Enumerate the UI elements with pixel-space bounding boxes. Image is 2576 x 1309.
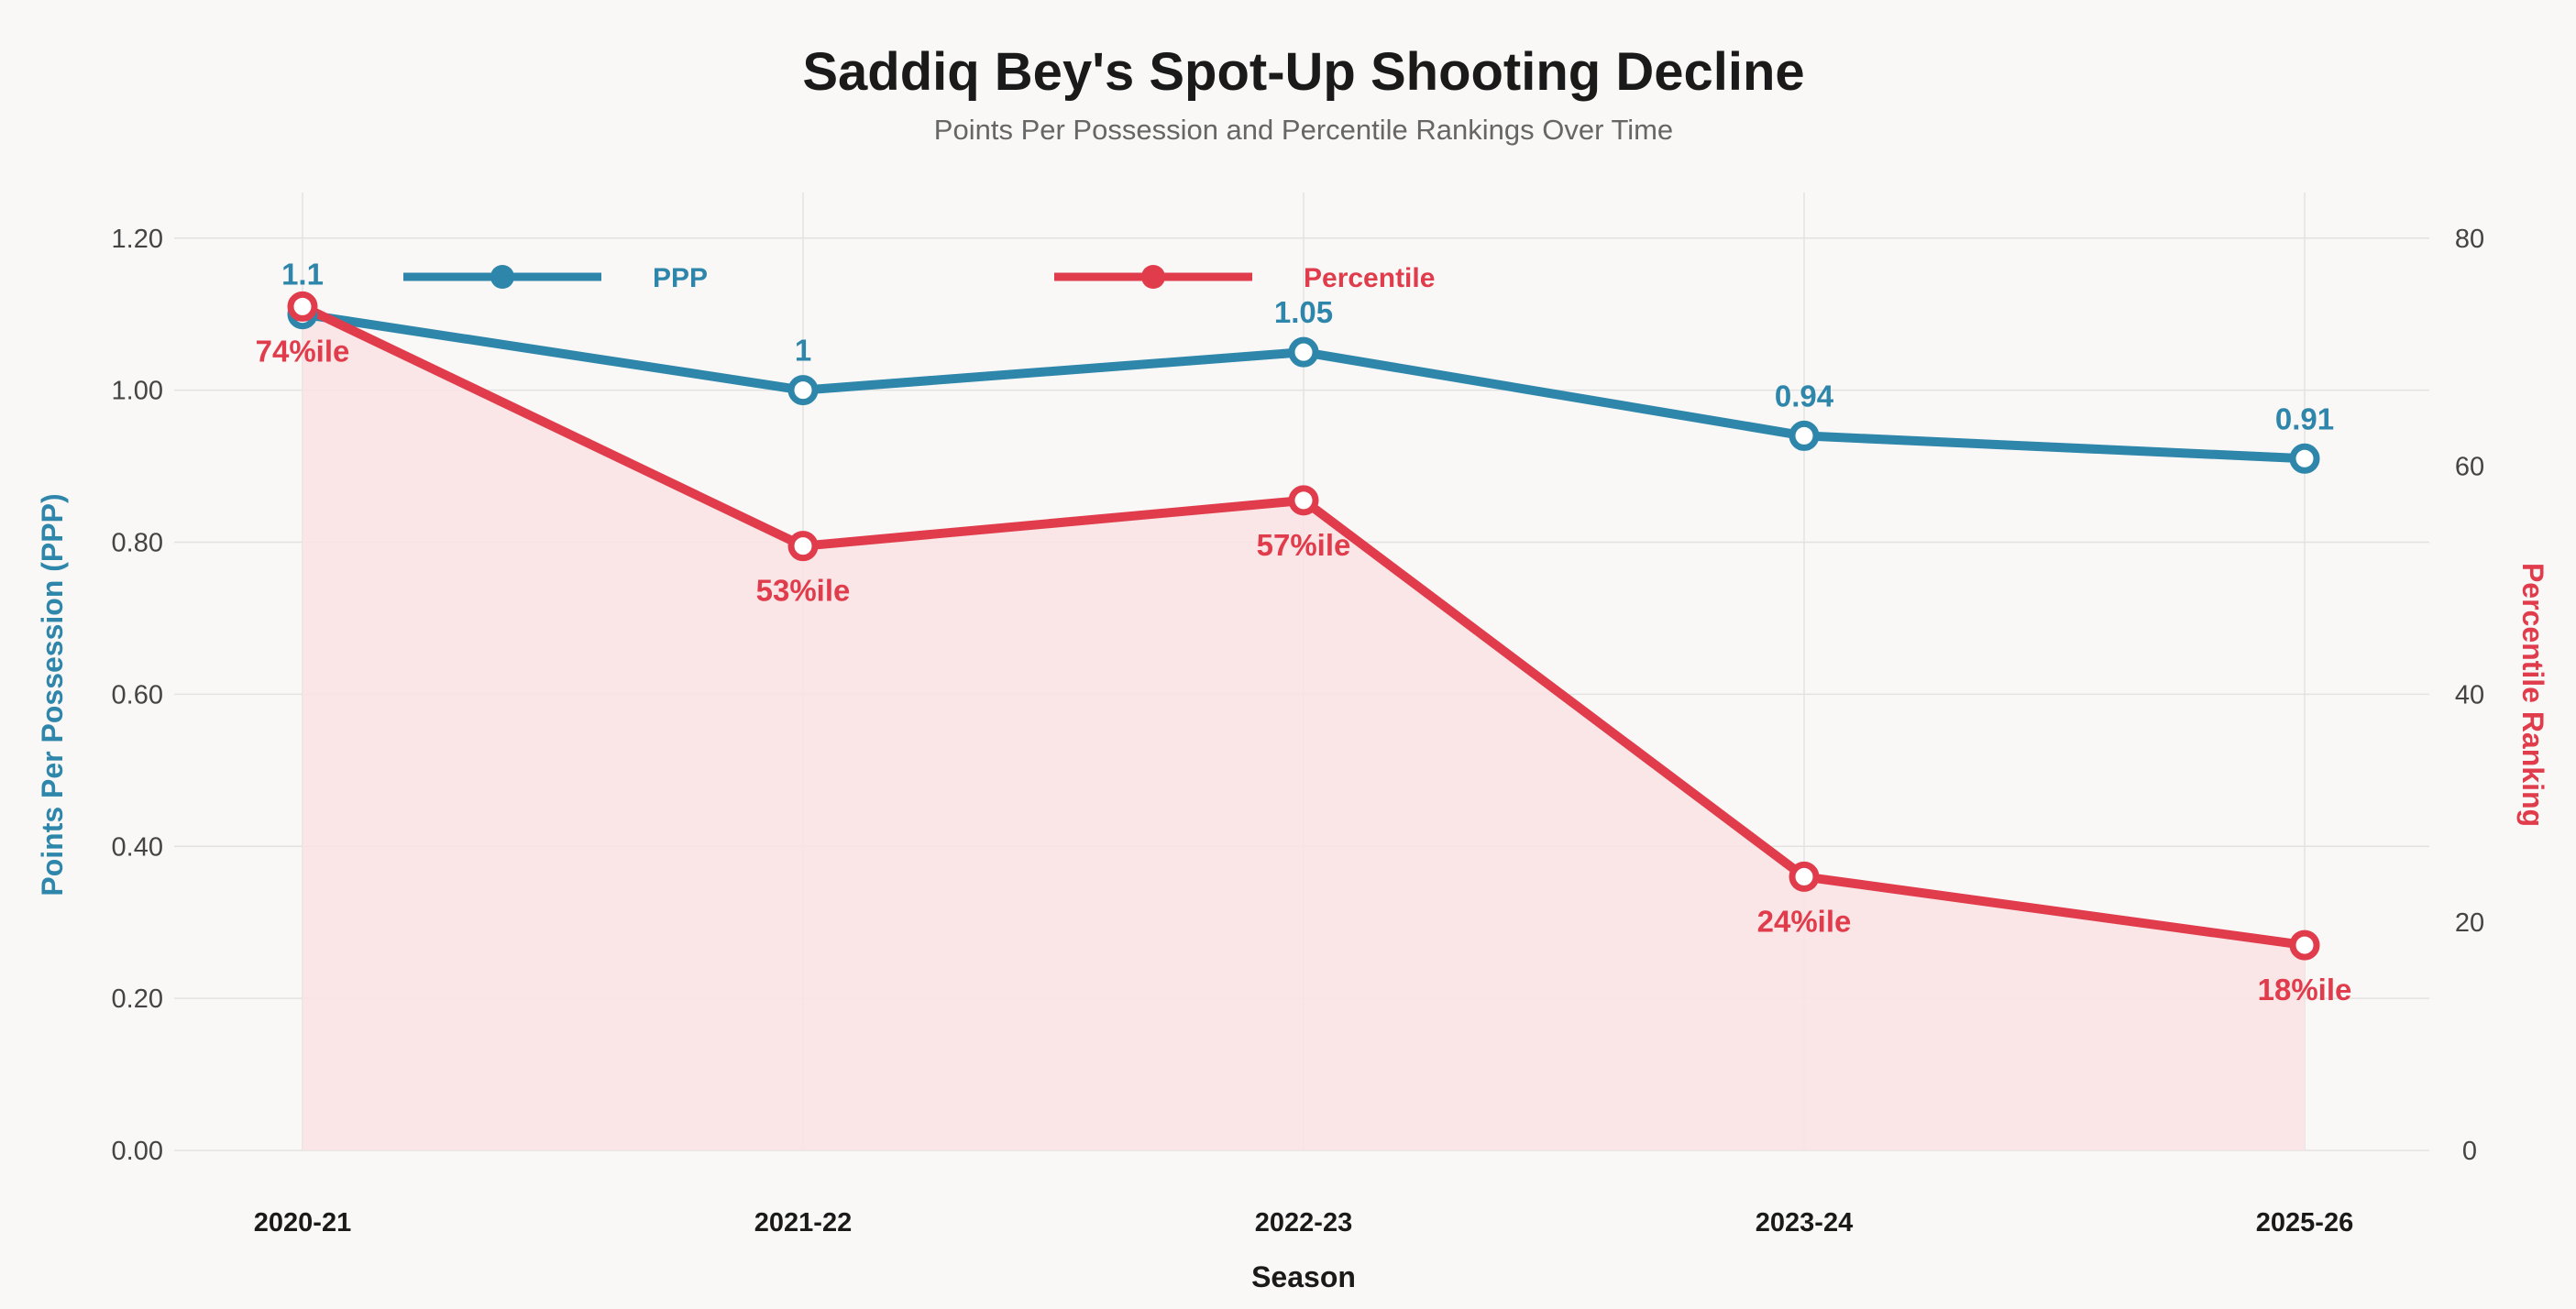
axes: 0.00 0.20 0.40 0.60 0.80 1.00 1.20 0 20 40 60 80 202… xyxy=(112,225,2485,1238)
series-markers xyxy=(287,291,2320,961)
percentile-data-label: 74%ile xyxy=(256,334,350,368)
ppp-data-label: 1.05 xyxy=(1274,295,1333,329)
percentile-area xyxy=(303,306,2305,1150)
y-tick-right: 60 xyxy=(2455,453,2484,482)
legend-percentile-label: Percentile xyxy=(1304,263,1435,293)
y-tick-left: 0.80 xyxy=(112,529,163,558)
y-tick-right: 80 xyxy=(2455,225,2484,254)
chart-subtitle: Points Per Possession and Percentile Ran… xyxy=(934,114,1673,146)
ppp-marker xyxy=(787,375,819,406)
y-tick-left: 0.60 xyxy=(112,680,163,710)
ppp-data-label: 0.91 xyxy=(2275,402,2334,435)
ppp-marker xyxy=(1288,336,1319,368)
data-labels: 1.1 1 1.05 0.94 0.91 74%ile 53%ile 57%ile 24%ile… xyxy=(256,258,2352,1006)
legend-percentile-marker xyxy=(1141,265,1165,289)
ppp-marker xyxy=(2289,443,2320,474)
percentile-data-label: 57%ile xyxy=(1257,528,1351,562)
percentile-marker xyxy=(287,291,318,322)
percentile-data-label: 24%ile xyxy=(1757,904,1852,938)
y-axis-title-right: Percentile Ranking xyxy=(2516,563,2549,827)
y-tick-left: 0.40 xyxy=(112,832,163,862)
chart-title: Saddiq Bey's Spot-Up Shooting Decline xyxy=(802,42,1804,102)
legend: PPP Percentile xyxy=(403,263,1435,293)
percentile-fill-area xyxy=(303,306,2305,1150)
y-axis-title-left: Points Per Possession (PPP) xyxy=(36,493,69,896)
ppp-data-label: 1.1 xyxy=(281,258,324,292)
percentile-data-label: 53%ile xyxy=(756,574,851,608)
x-tick-label: 2023-24 xyxy=(1756,1208,1853,1238)
x-tick-label: 2025-26 xyxy=(2256,1208,2353,1238)
y-tick-left: 1.20 xyxy=(112,225,163,254)
x-tick-label: 2020-21 xyxy=(254,1208,351,1238)
y-tick-right: 0 xyxy=(2462,1137,2477,1166)
ppp-data-label: 0.94 xyxy=(1775,379,1834,412)
legend-ppp-label: PPP xyxy=(653,263,708,293)
percentile-marker xyxy=(787,531,819,562)
legend-ppp-marker xyxy=(490,265,514,289)
y-tick-left: 0.00 xyxy=(112,1137,163,1166)
y-tick-right: 40 xyxy=(2455,680,2484,710)
percentile-marker xyxy=(1789,861,1820,892)
ppp-marker xyxy=(1789,420,1820,451)
y-tick-right: 20 xyxy=(2455,908,2484,938)
ppp-data-label: 1 xyxy=(795,334,811,368)
x-tick-label: 2022-23 xyxy=(1255,1208,1352,1238)
x-tick-label: 2021-22 xyxy=(754,1208,852,1238)
percentile-marker xyxy=(2289,930,2320,961)
x-axis-title: Season xyxy=(1251,1260,1356,1293)
y-tick-left: 1.00 xyxy=(112,377,163,406)
percentile-marker xyxy=(1288,485,1319,516)
y-tick-left: 0.20 xyxy=(112,984,163,1014)
percentile-data-label: 18%ile xyxy=(2258,973,2352,1006)
